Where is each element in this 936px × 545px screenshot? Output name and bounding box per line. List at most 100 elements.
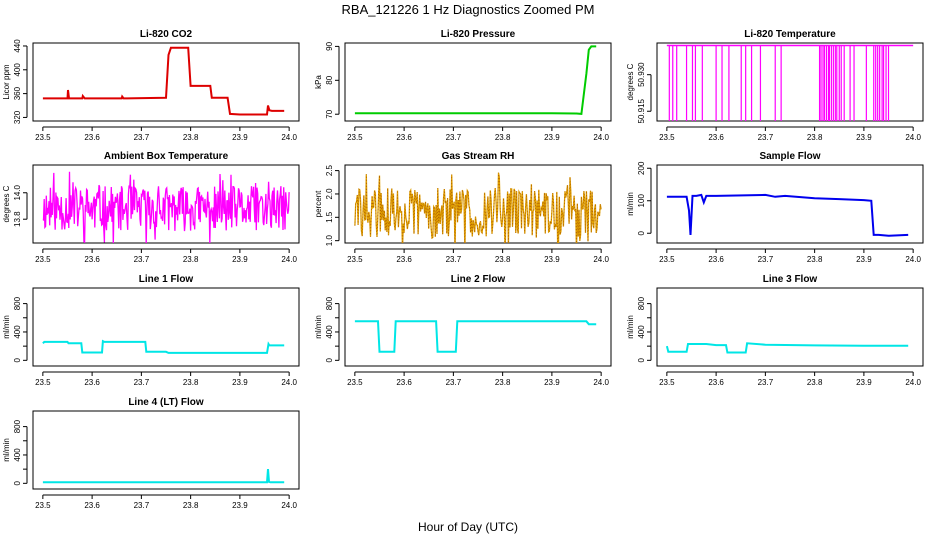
x-tick-label: 23.9 (856, 133, 872, 142)
x-tick-label: 23.7 (134, 378, 150, 387)
y-tick-label: 400 (13, 63, 22, 77)
data-layer (42, 339, 285, 354)
y-axis-label: ml/min (2, 438, 11, 462)
series-line (354, 320, 597, 353)
x-tick-label: 23.8 (495, 255, 511, 264)
plot-frame (344, 42, 612, 122)
y-tick-label: 200 (637, 161, 646, 175)
y-tick-label: 100 (637, 194, 646, 208)
panel-title: Line 1 Flow (139, 274, 194, 285)
plot-frame (32, 410, 300, 490)
x-tick-label: 23.7 (758, 133, 774, 142)
y-tick-label: 0 (637, 230, 646, 235)
x-tick-label: 23.5 (35, 255, 51, 264)
y-axis-label: degrees C (2, 185, 11, 222)
panel-line1: Line 1 Flow 23.5 23.6 23.7 23.8 23.9 24.0 0 400 8… (2, 274, 300, 387)
panel-title: Sample Flow (759, 151, 820, 162)
series-line (354, 45, 597, 115)
x-tick-label: 23.6 (84, 501, 100, 510)
panel-ambient_box: Ambient Box Temperature 23.5 23.6 23.7 23.8 2… (2, 151, 300, 264)
plot-frame (656, 287, 924, 367)
y-tick-label: 50.930 (637, 62, 646, 87)
data-layer (42, 469, 285, 484)
y-tick-label: 13.8 (13, 211, 22, 227)
plot-frame (32, 287, 300, 367)
x-tick-label: 23.6 (708, 378, 724, 387)
y-axis-label: ml/min (626, 315, 635, 339)
x-tick-label: 23.8 (183, 501, 199, 510)
x-tick-label: 23.9 (232, 133, 248, 142)
panel-title: Ambient Box Temperature (104, 151, 229, 162)
y-tick-label: 0 (637, 358, 646, 363)
y-tick-label: 400 (637, 325, 646, 339)
x-tick-label: 24.0 (905, 378, 921, 387)
x-tick-label: 23.8 (495, 378, 511, 387)
x-tick-label: 23.7 (134, 255, 150, 264)
x-tick-label: 23.9 (544, 133, 560, 142)
x-tick-label: 24.0 (905, 255, 921, 264)
x-tick-label: 24.0 (281, 133, 297, 142)
y-tick-label: 2.0 (325, 188, 334, 200)
x-tick-label: 23.5 (659, 378, 675, 387)
x-tick-label: 24.0 (905, 133, 921, 142)
plot-frame (344, 287, 612, 367)
plot-frame (32, 42, 300, 122)
y-tick-label: 90 (325, 41, 334, 50)
x-tick-label: 24.0 (593, 133, 609, 142)
panel-title: Line 3 Flow (763, 274, 818, 285)
plot-frame (344, 164, 612, 244)
data-layer (354, 172, 602, 243)
x-tick-label: 23.7 (758, 255, 774, 264)
x-tick-label: 23.7 (134, 501, 150, 510)
y-axis-label: ml/min (314, 315, 323, 339)
x-tick-label: 23.5 (347, 378, 363, 387)
data-layer (354, 45, 597, 115)
x-tick-label: 23.5 (659, 133, 675, 142)
x-tick-label: 23.7 (446, 378, 462, 387)
plot-frame (656, 42, 924, 122)
y-tick-label: 2.5 (325, 164, 334, 176)
x-tick-label: 24.0 (281, 255, 297, 264)
data-layer (666, 193, 909, 237)
y-tick-label: 80 (325, 75, 334, 84)
x-tick-label: 23.7 (446, 133, 462, 142)
x-tick-label: 23.9 (856, 255, 872, 264)
y-axis-label: kPa (314, 75, 323, 89)
x-tick-label: 23.5 (347, 133, 363, 142)
data-layer (42, 46, 285, 116)
series-noise (42, 171, 290, 243)
data-layer (665, 342, 909, 354)
series-line (665, 342, 909, 354)
series-line (42, 469, 285, 484)
plot-frame (656, 164, 924, 244)
y-tick-label: 0 (13, 358, 22, 363)
series-line (666, 193, 909, 237)
x-tick-label: 23.8 (807, 133, 823, 142)
x-tick-label: 23.9 (544, 255, 560, 264)
y-tick-label: 400 (325, 325, 334, 339)
panel-line2: Line 2 Flow 23.5 23.6 23.7 23.8 23.9 24.0 0 400 8… (314, 274, 612, 387)
x-tick-label: 23.7 (134, 133, 150, 142)
y-tick-label: 360 (13, 86, 22, 100)
y-axis-label: ml/min (626, 192, 635, 216)
x-tick-label: 24.0 (281, 501, 297, 510)
panel-line4: Line 4 (LT) Flow 23.5 23.6 23.7 23.8 23.9 24.0… (2, 397, 300, 510)
y-tick-label: 800 (325, 296, 334, 310)
x-tick-label: 23.9 (232, 501, 248, 510)
panel-li820_temp: Li-820 Temperature 23.5 23.6 23.7 23.8 23.9 24… (626, 29, 924, 142)
y-tick-label: 1.0 (325, 235, 334, 247)
panel-title: Li-820 Pressure (441, 29, 516, 40)
y-tick-label: 320 (13, 110, 22, 124)
data-layer (354, 320, 597, 353)
y-tick-label: 800 (637, 296, 646, 310)
x-tick-label: 23.8 (807, 378, 823, 387)
panel-title: Line 4 (LT) Flow (128, 397, 204, 408)
x-tick-label: 23.9 (232, 378, 248, 387)
x-tick-label: 23.9 (232, 255, 248, 264)
y-tick-label: 400 (13, 448, 22, 462)
x-tick-label: 23.8 (183, 133, 199, 142)
x-tick-label: 23.7 (446, 255, 462, 264)
series-line (42, 339, 285, 354)
y-tick-label: 14.0 (13, 184, 22, 200)
